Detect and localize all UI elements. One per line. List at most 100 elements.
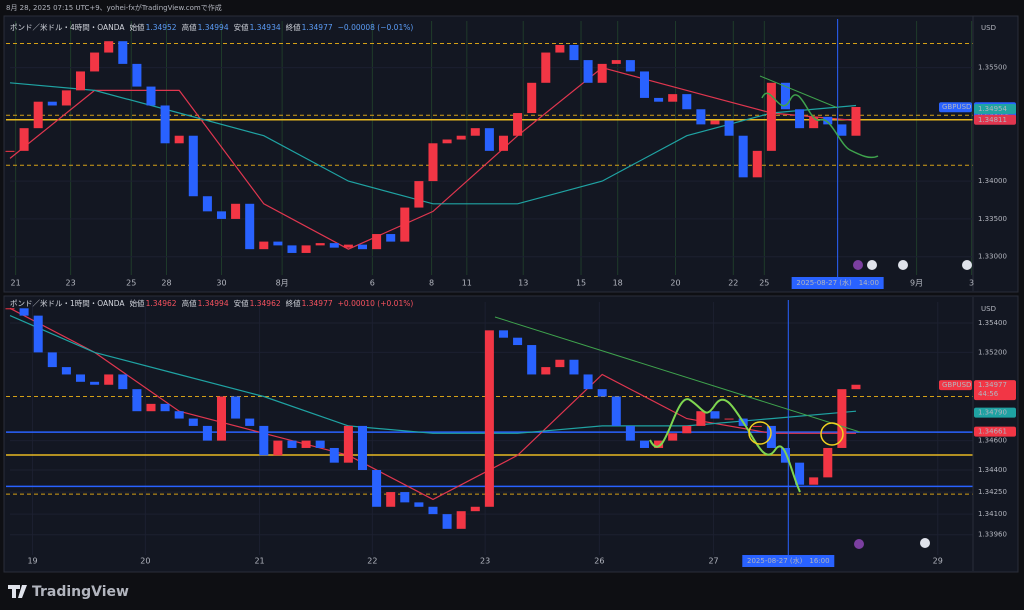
candle xyxy=(273,440,283,456)
candle xyxy=(851,384,861,390)
x-tick-label: 21 xyxy=(11,279,21,288)
x-tick-label: 20 xyxy=(140,557,150,566)
x-tick-label: 8月 xyxy=(276,279,289,288)
y-tick-label: 1.33000 xyxy=(978,253,1007,261)
candle xyxy=(442,514,452,529)
flag-icon[interactable] xyxy=(898,260,908,270)
candle xyxy=(414,181,424,208)
candle xyxy=(343,425,353,463)
candle xyxy=(569,359,579,375)
flag-icon[interactable] xyxy=(920,538,930,548)
panel-bottom xyxy=(3,295,1019,573)
x-tick-label: 6 xyxy=(370,279,375,288)
x-tick-label: 20 xyxy=(670,279,680,288)
symbol-tag-label: GBPUSD xyxy=(942,103,971,111)
x-tick-label: 11 xyxy=(462,279,472,288)
candle xyxy=(343,244,353,248)
candle xyxy=(696,411,706,426)
currency-label: USD xyxy=(981,24,996,32)
x-axis xyxy=(5,277,973,291)
candle xyxy=(470,506,480,512)
candle xyxy=(118,374,128,390)
event-icon[interactable] xyxy=(854,539,864,549)
candle xyxy=(809,477,819,485)
candle xyxy=(456,135,466,140)
candle xyxy=(400,492,410,503)
candle xyxy=(245,203,255,250)
candle xyxy=(372,470,382,507)
candle xyxy=(329,447,339,463)
y-tick-label: 1.34000 xyxy=(978,177,1007,185)
candle xyxy=(513,113,523,136)
candle xyxy=(541,367,551,375)
y-tick-label: 1.34600 xyxy=(978,437,1007,445)
candle xyxy=(216,211,227,219)
header-part: 1.34977 xyxy=(302,299,333,308)
candle xyxy=(809,116,819,129)
flag-icon[interactable] xyxy=(962,260,972,270)
candle xyxy=(301,440,311,448)
candle xyxy=(527,82,537,114)
candle xyxy=(625,60,635,72)
x-tick-label: 22 xyxy=(367,557,377,566)
candle xyxy=(329,243,339,248)
candle xyxy=(216,396,227,441)
x-tick-label: 30 xyxy=(216,279,226,288)
event-icon[interactable] xyxy=(853,260,863,270)
candle xyxy=(710,411,720,419)
brand-name: TradingView xyxy=(32,584,129,600)
header-part: 終値 xyxy=(286,298,301,308)
candle xyxy=(513,337,523,346)
price-badge xyxy=(974,407,1016,418)
candle xyxy=(47,101,57,106)
price-badge-label: 1.34661 xyxy=(978,428,1007,436)
candle xyxy=(639,440,649,448)
candle xyxy=(498,135,508,151)
candle xyxy=(625,425,635,441)
candle xyxy=(188,135,198,197)
header-part: 終値 xyxy=(286,22,301,32)
x-tick-label: 19 xyxy=(27,557,37,566)
candle xyxy=(19,128,29,151)
candle xyxy=(569,44,579,61)
candle xyxy=(780,82,790,110)
candle xyxy=(823,447,833,478)
x-tick-label: 25 xyxy=(126,279,136,288)
flag-icon[interactable] xyxy=(867,260,877,270)
candle xyxy=(484,128,494,151)
candle xyxy=(682,94,692,110)
x-tick-label: 25 xyxy=(759,279,769,288)
y-tick-label: 1.34400 xyxy=(978,466,1007,474)
candle xyxy=(400,207,410,242)
candle xyxy=(752,150,762,178)
candle xyxy=(583,374,593,390)
candle xyxy=(75,374,86,382)
y-tick-label: 1.33500 xyxy=(978,215,1007,223)
candle xyxy=(428,143,438,182)
header-part: 1.34994 xyxy=(198,299,229,308)
x-tick-label: 28 xyxy=(161,279,171,288)
currency-label: USD xyxy=(981,305,996,313)
candle xyxy=(386,492,396,507)
x-tick-label: 27 xyxy=(708,557,718,566)
price-badge xyxy=(974,380,1016,401)
candle xyxy=(301,245,311,253)
x-tick-label: 23 xyxy=(480,557,490,566)
candle xyxy=(597,63,607,83)
y-tick-label: 1.34100 xyxy=(978,510,1007,518)
candle xyxy=(555,44,565,53)
candle xyxy=(823,116,833,125)
candle xyxy=(611,60,621,64)
date-badge xyxy=(742,555,835,567)
candle xyxy=(837,389,847,448)
header-part: 1.34994 xyxy=(198,23,229,32)
candle xyxy=(104,374,114,385)
header-part: 始値 xyxy=(130,298,145,308)
y-axis xyxy=(973,17,1017,291)
wave-annotation xyxy=(761,92,879,159)
brand-logo xyxy=(8,585,27,598)
header-part: 1.34962 xyxy=(250,299,281,308)
candle xyxy=(724,418,734,420)
price-badge-label: 1.34954 xyxy=(978,105,1007,113)
candle xyxy=(75,71,86,91)
